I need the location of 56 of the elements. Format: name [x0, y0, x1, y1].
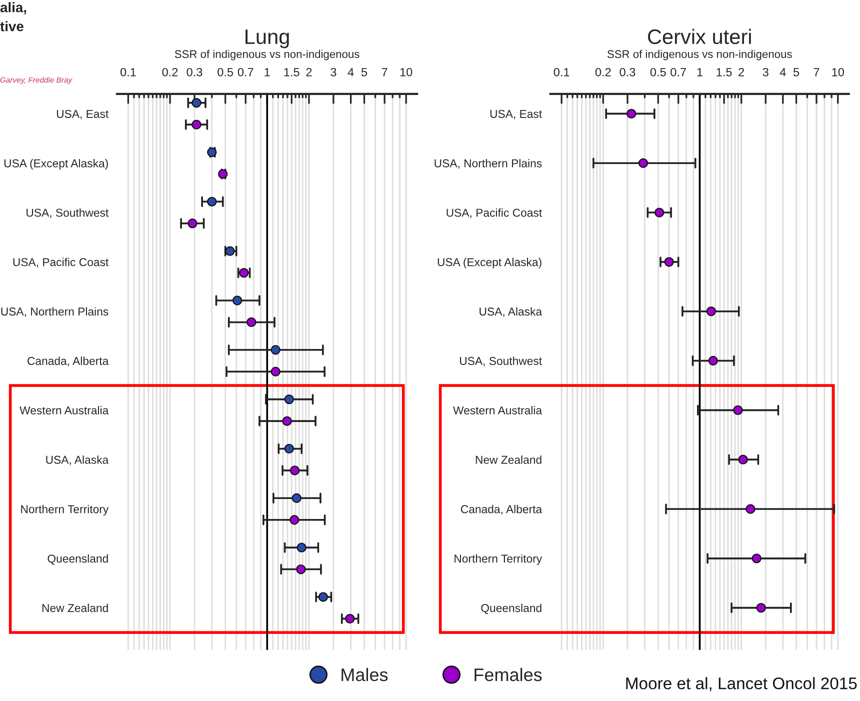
- x-tick-label: 0.1: [554, 68, 570, 76]
- x-tick-label: 10: [832, 68, 844, 76]
- y-tick-label: Queensland: [48, 554, 108, 565]
- text: Moore et al, Lancet Oncol 2015: [626, 677, 857, 692]
- x-tick-label: 1.5: [284, 68, 300, 76]
- chart-title: Lung: [246, 30, 289, 48]
- legend-label: Females: [474, 668, 542, 682]
- x-tick-label: 3: [762, 68, 768, 76]
- y-tick-label: USA (Except Alaska): [4, 158, 108, 170]
- x-tick-label: 5: [361, 68, 368, 76]
- y-tick-label: Canada, Alberta: [460, 504, 542, 515]
- x-tick-label: 4: [348, 68, 354, 76]
- y-tick-label: Western Australia: [453, 406, 542, 414]
- x-tick-label: 5: [793, 68, 800, 76]
- text: alia, tive: [0, 2, 26, 32]
- x-tick-label: 0.3: [620, 68, 636, 76]
- y-tick-label: USA, Alaska: [480, 307, 542, 317]
- x-tick-label: 1.5: [716, 68, 732, 76]
- x-tick-label: 3: [330, 68, 336, 76]
- x-tick-label: 7: [382, 68, 388, 76]
- y-tick-label: USA, Northern Plains: [1, 307, 108, 317]
- y-tick-label: USA, East: [56, 110, 109, 120]
- x-tick-label: 7: [814, 68, 820, 76]
- x-tick-label: 0.5: [218, 68, 234, 76]
- y-tick-label: USA, Northern Plains: [434, 158, 542, 169]
- x-tick-label: 2: [306, 68, 312, 76]
- y-tick-label: USA, East: [490, 110, 542, 120]
- x-tick-label: 2: [738, 68, 744, 76]
- x-tick-label: 0.1: [120, 68, 136, 76]
- x-tick-label: 0.7: [670, 68, 686, 76]
- x-tick-label: 0.2: [595, 68, 611, 76]
- y-tick-label: USA, Alaska: [46, 455, 109, 466]
- y-tick-label: USA, Pacific Coast: [13, 258, 109, 268]
- x-axis-title: SSR of indigenous vs non-indigenous: [174, 50, 360, 60]
- x-tick-label: 0.3: [186, 68, 202, 76]
- x-axis-title: SSR of indigenous vs non-indigenous: [607, 50, 792, 60]
- y-tick-label: Northern Territory: [21, 504, 109, 516]
- y-tick-label: Queensland: [481, 604, 542, 614]
- y-tick-label: New Zealand: [476, 455, 542, 464]
- y-tick-label: Western Australia: [20, 406, 109, 414]
- y-tick-label: USA, Southwest: [26, 208, 109, 218]
- legend-label: Males: [342, 668, 388, 682]
- x-tick-label: 0.5: [650, 68, 666, 76]
- y-tick-label: USA, Pacific Coast: [446, 208, 542, 218]
- x-tick-label: 4: [780, 68, 786, 76]
- y-tick-label: USA (Except Alaska): [438, 258, 542, 268]
- y-tick-label: New Zealand: [42, 604, 108, 612]
- y-tick-label: Canada, Alberta: [28, 356, 109, 366]
- x-tick-label: 1: [697, 68, 702, 76]
- y-tick-label: USA, Southwest: [460, 356, 542, 366]
- x-tick-label: 0.7: [238, 68, 254, 76]
- chart-title: Cervix uteri: [648, 28, 751, 44]
- y-tick-label: Northern Territory: [454, 554, 542, 565]
- x-tick-label: 1: [264, 68, 270, 76]
- x-tick-label: 10: [400, 68, 412, 76]
- x-tick-label: 0.2: [162, 68, 178, 76]
